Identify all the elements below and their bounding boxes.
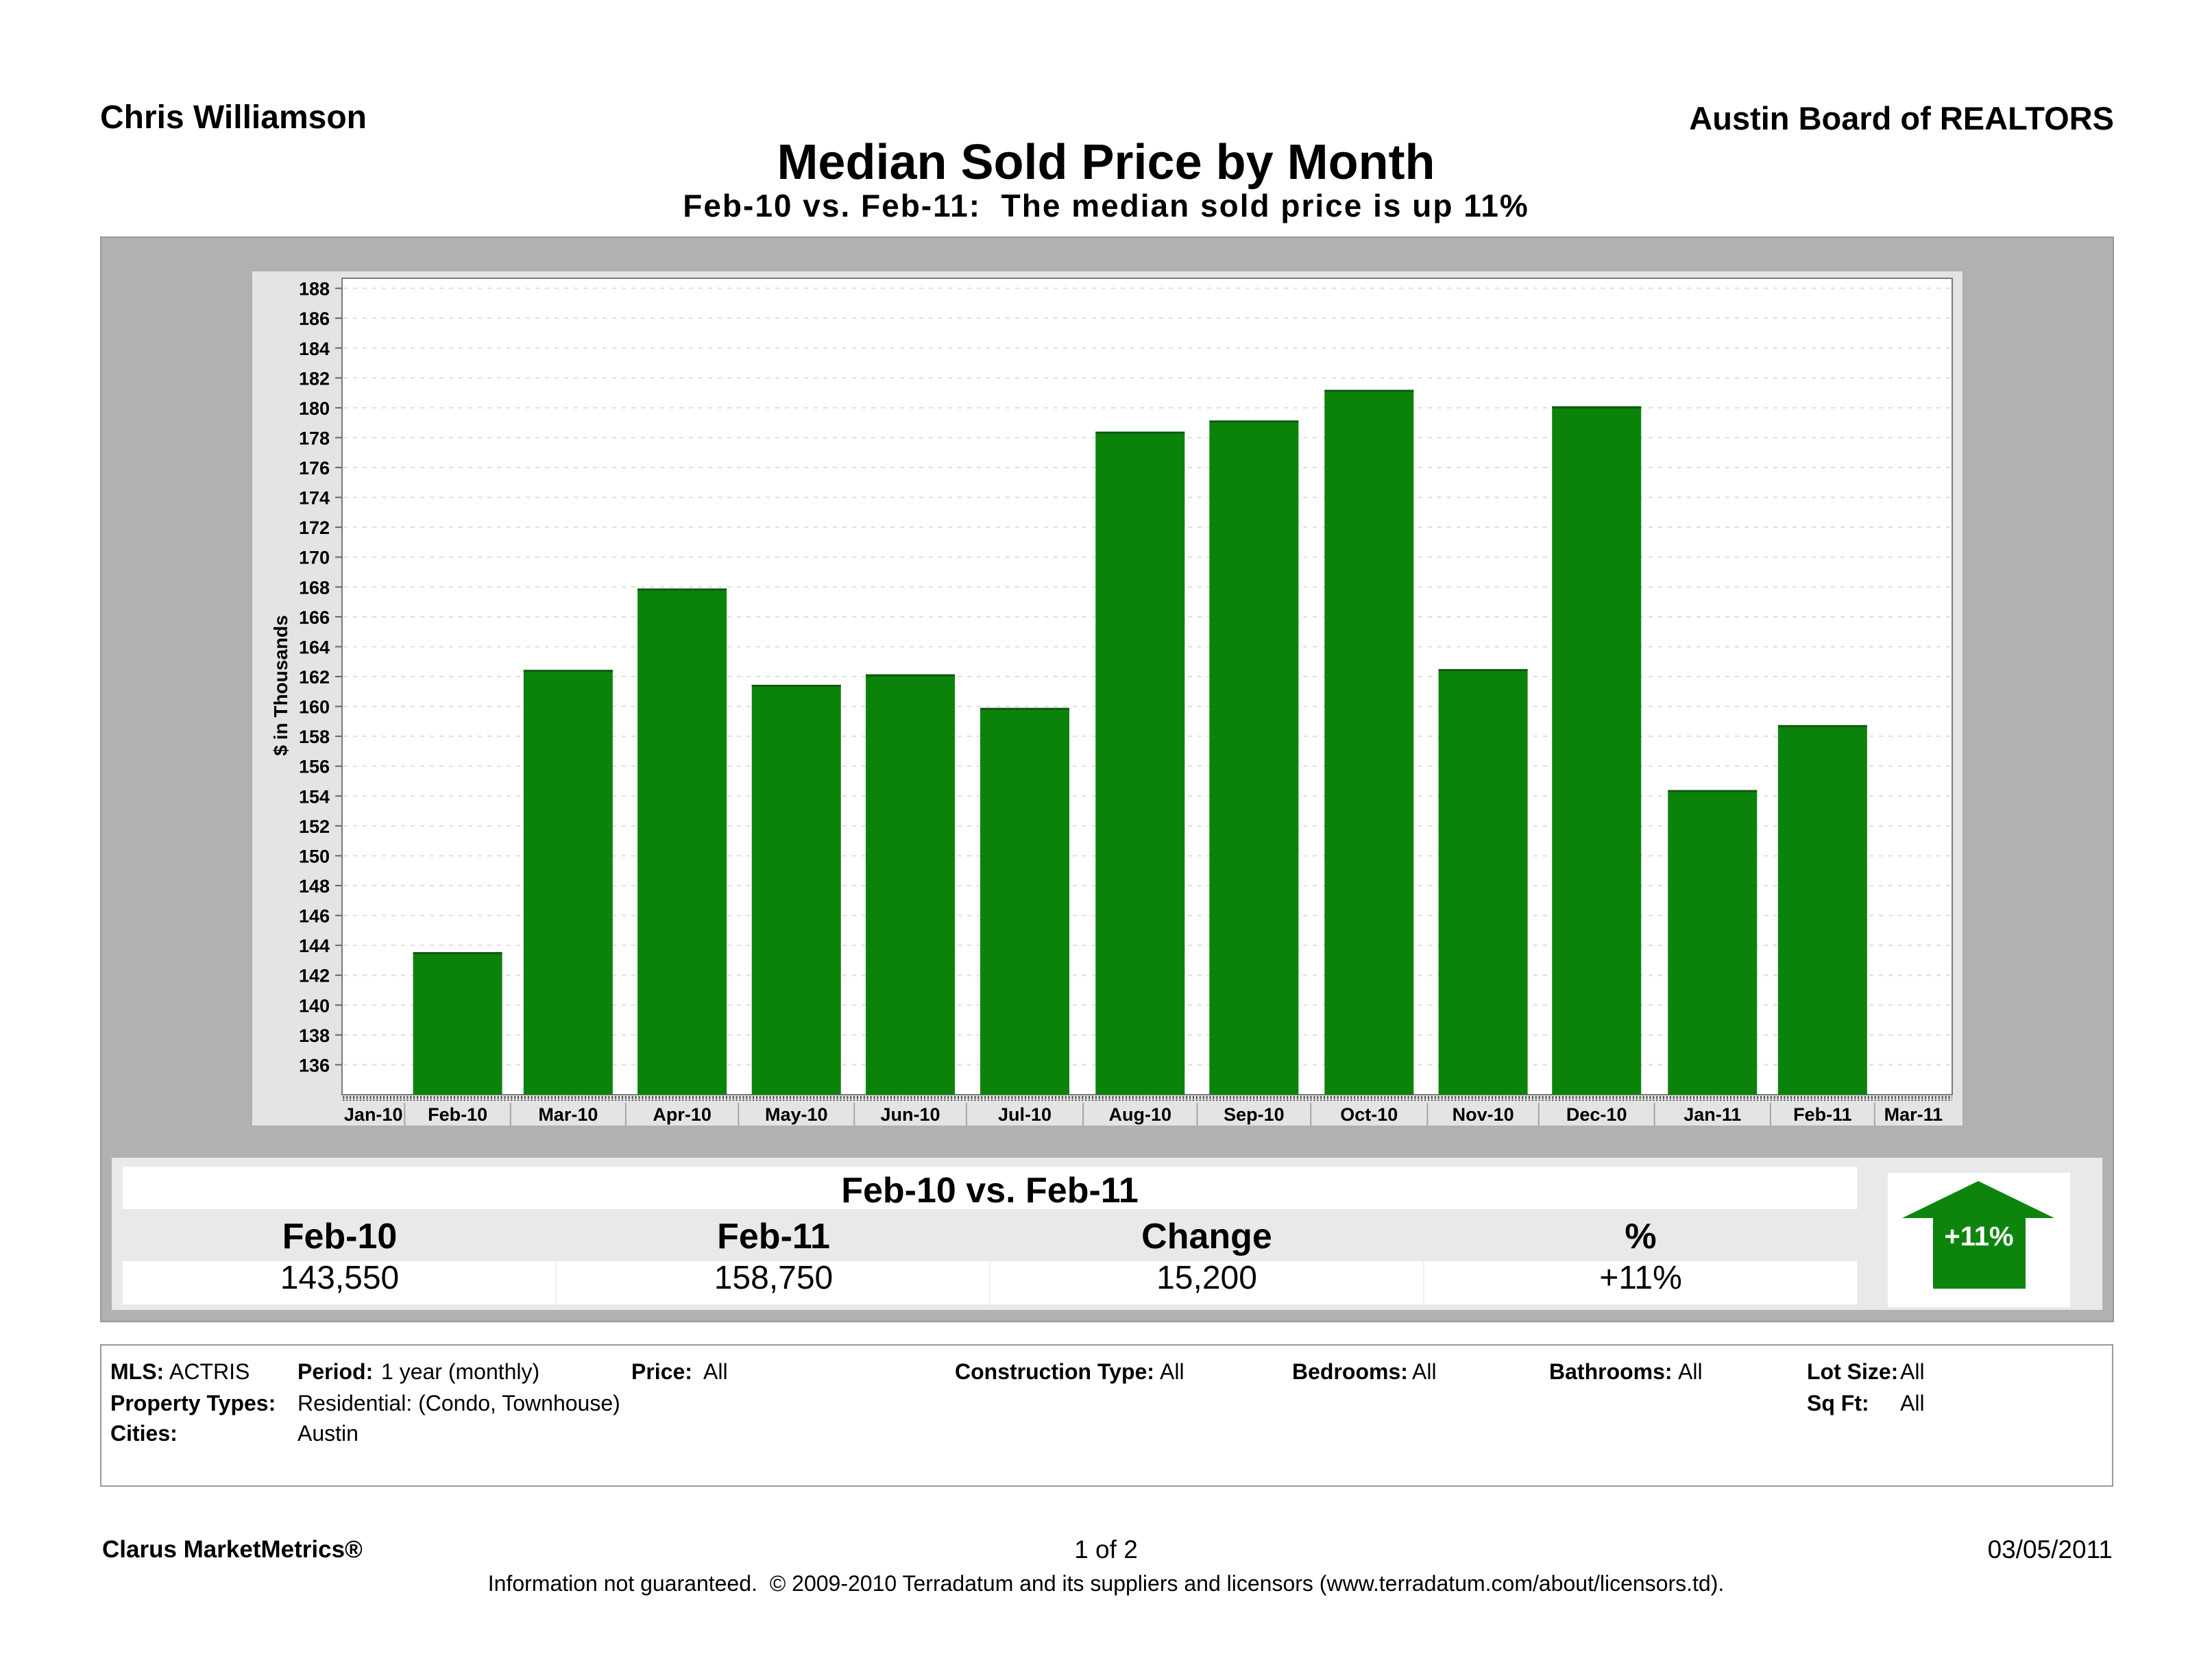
svg-text:Sep-10: Sep-10	[1224, 1104, 1285, 1125]
svg-text:144: 144	[299, 936, 330, 956]
svg-text:Oct-10: Oct-10	[1340, 1104, 1398, 1125]
svg-text:188: 188	[299, 279, 330, 300]
svg-text:Mar-10: Mar-10	[538, 1104, 598, 1125]
svg-text:Jun-10: Jun-10	[881, 1104, 940, 1125]
svg-text:Jan-11: Jan-11	[1684, 1104, 1741, 1125]
svg-text:Feb-11: Feb-11	[1793, 1104, 1852, 1125]
svg-text:172: 172	[299, 518, 330, 538]
svg-text:170: 170	[299, 548, 330, 568]
svg-text:154: 154	[299, 786, 330, 807]
svg-text:150: 150	[299, 846, 330, 866]
svg-text:138: 138	[299, 1025, 330, 1046]
svg-text:148: 148	[299, 876, 330, 897]
svg-text:186: 186	[299, 308, 330, 329]
svg-text:184: 184	[299, 339, 330, 359]
svg-text:136: 136	[299, 1055, 330, 1075]
svg-text:Feb-10: Feb-10	[428, 1104, 487, 1125]
svg-text:140: 140	[299, 995, 330, 1016]
svg-text:Nov-10: Nov-10	[1453, 1104, 1514, 1125]
svg-text:162: 162	[299, 667, 330, 688]
svg-text:142: 142	[299, 966, 330, 986]
svg-text:174: 174	[299, 488, 330, 509]
svg-text:176: 176	[299, 458, 330, 478]
svg-text:166: 166	[299, 607, 330, 628]
svg-text:158: 158	[299, 727, 330, 747]
svg-text:$ in Thousands: $ in Thousands	[270, 615, 291, 755]
svg-text:Mar-11: Mar-11	[1884, 1104, 1943, 1125]
svg-text:May-10: May-10	[765, 1104, 828, 1125]
svg-text:Jul-10: Jul-10	[998, 1104, 1052, 1125]
svg-text:+11%: +11%	[1944, 1221, 2013, 1252]
svg-text:180: 180	[299, 398, 330, 419]
svg-text:182: 182	[299, 368, 330, 389]
svg-text:168: 168	[299, 577, 330, 598]
svg-text:146: 146	[299, 906, 330, 927]
svg-text:164: 164	[299, 637, 330, 657]
svg-text:160: 160	[299, 697, 330, 718]
svg-text:152: 152	[299, 816, 330, 837]
svg-text:Jan-10: Jan-10	[344, 1104, 403, 1125]
svg-text:156: 156	[299, 757, 330, 777]
svg-text:178: 178	[299, 428, 330, 448]
svg-text:Aug-10: Aug-10	[1109, 1104, 1172, 1125]
svg-text:Dec-10: Dec-10	[1566, 1104, 1627, 1125]
svg-text:Apr-10: Apr-10	[653, 1104, 712, 1125]
